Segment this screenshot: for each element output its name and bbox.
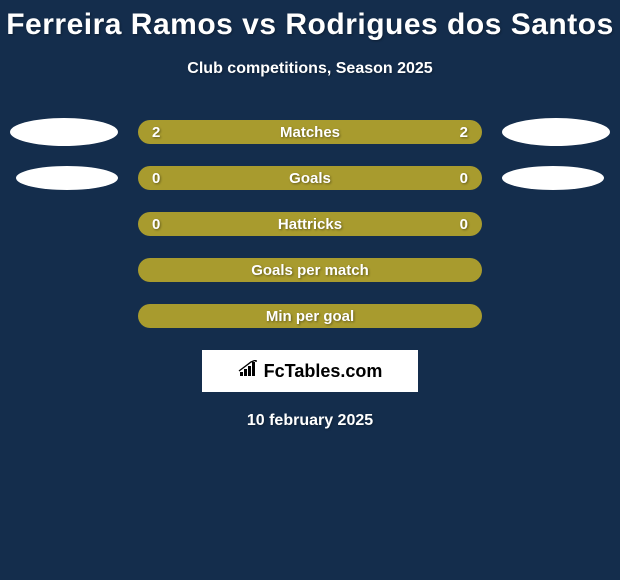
player-left-indicator — [16, 166, 118, 190]
stat-label: Goals — [289, 170, 331, 187]
logo-text: FcTables.com — [264, 361, 383, 382]
stat-label: Hattricks — [278, 216, 342, 233]
stat-right-value: 0 — [460, 170, 468, 187]
stat-row-hattricks: 0 Hattricks 0 — [0, 212, 620, 236]
stat-label: Min per goal — [266, 308, 354, 325]
report-date: 10 february 2025 — [0, 412, 620, 430]
stat-bar: 0 Goals 0 — [138, 166, 482, 190]
stat-row-matches: 2 Matches 2 — [0, 120, 620, 144]
stat-row-goals-per-match: Goals per match — [0, 258, 620, 282]
stat-left-value: 0 — [152, 216, 160, 233]
stats-comparison-widget: Ferreira Ramos vs Rodrigues dos Santos C… — [0, 0, 620, 430]
player-right-indicator — [502, 166, 604, 190]
stat-right-value: 0 — [460, 216, 468, 233]
logo-content: FcTables.com — [238, 360, 383, 383]
stat-bar: Goals per match — [138, 258, 482, 282]
stat-left-value: 2 — [152, 124, 160, 141]
stat-bar: 0 Hattricks 0 — [138, 212, 482, 236]
stat-label: Goals per match — [251, 262, 369, 279]
stat-left-value: 0 — [152, 170, 160, 187]
player-right-indicator — [502, 118, 610, 146]
stat-label: Matches — [280, 124, 340, 141]
player-left-indicator — [10, 118, 118, 146]
stat-right-value: 2 — [460, 124, 468, 141]
stat-row-min-per-goal: Min per goal — [0, 304, 620, 328]
page-title: Ferreira Ramos vs Rodrigues dos Santos — [0, 8, 620, 42]
chart-icon — [238, 360, 260, 383]
stat-row-goals: 0 Goals 0 — [0, 166, 620, 190]
subtitle: Club competitions, Season 2025 — [0, 60, 620, 78]
fctables-logo[interactable]: FcTables.com — [202, 350, 418, 392]
stat-bar: Min per goal — [138, 304, 482, 328]
stat-bar: 2 Matches 2 — [138, 120, 482, 144]
